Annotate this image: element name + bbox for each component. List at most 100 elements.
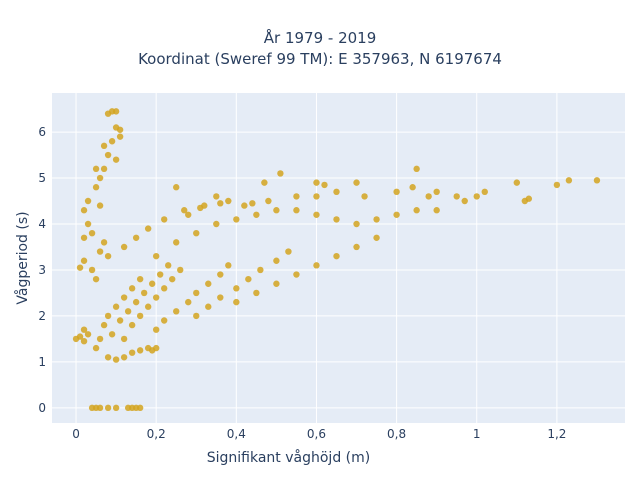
data-point	[92, 275, 100, 283]
data-point	[425, 193, 432, 200]
data-point	[144, 225, 152, 232]
data-point	[76, 264, 84, 271]
data-point	[373, 216, 380, 223]
x-tick-label: 0,6	[307, 427, 326, 441]
data-point	[136, 347, 144, 354]
data-point	[273, 257, 280, 264]
y-axis-title: Vågperiod (s)	[14, 211, 31, 304]
data-point	[393, 211, 400, 218]
data-point	[173, 308, 180, 315]
data-point	[433, 188, 440, 196]
data-point	[233, 216, 240, 223]
data-point	[92, 184, 100, 191]
data-point	[553, 181, 561, 189]
data-point	[173, 184, 180, 191]
data-point	[112, 108, 120, 115]
data-point	[140, 289, 148, 297]
data-point	[136, 275, 144, 283]
data-point	[181, 207, 188, 214]
data-point	[80, 326, 88, 333]
data-point	[333, 188, 340, 196]
data-point	[273, 280, 280, 287]
y-tick-label: 4	[38, 217, 46, 231]
y-tick-label: 5	[38, 171, 46, 185]
data-point	[409, 184, 416, 191]
data-point	[213, 220, 220, 228]
data-point	[152, 326, 160, 333]
data-point	[80, 257, 88, 264]
data-point	[88, 229, 96, 237]
data-points	[72, 108, 601, 412]
data-point	[393, 188, 400, 196]
data-point	[156, 271, 164, 278]
data-point	[257, 266, 264, 274]
data-point	[481, 188, 488, 196]
data-point	[253, 289, 260, 297]
data-point	[273, 207, 280, 214]
data-point	[453, 193, 460, 200]
data-point	[104, 354, 112, 361]
data-point	[160, 317, 168, 324]
data-point	[160, 285, 168, 292]
data-point	[313, 262, 320, 269]
data-point	[120, 243, 128, 251]
data-point	[112, 404, 120, 412]
data-point	[96, 174, 104, 182]
data-point	[100, 165, 108, 173]
data-point	[165, 262, 172, 269]
x-tick-label: 0,4	[227, 427, 246, 441]
data-point	[193, 229, 200, 237]
data-point	[293, 271, 300, 278]
data-point	[128, 349, 136, 356]
data-point	[104, 151, 112, 159]
data-point	[245, 275, 252, 283]
data-point	[124, 308, 132, 315]
data-point	[233, 298, 240, 306]
grid-lines	[52, 93, 625, 423]
data-point	[241, 202, 248, 209]
data-point	[225, 197, 232, 205]
data-point	[217, 294, 224, 301]
y-tick-label: 1	[38, 355, 46, 369]
data-point	[185, 211, 192, 218]
chart-title: År 1979 - 2019	[263, 29, 377, 47]
data-point	[116, 126, 124, 133]
data-point	[285, 248, 292, 255]
data-point	[313, 193, 320, 200]
data-point	[321, 181, 328, 189]
y-tick-label: 6	[38, 125, 46, 139]
x-axis-title: Signifikant våghöjd (m)	[207, 449, 370, 466]
data-point	[253, 211, 260, 218]
data-point	[433, 207, 440, 214]
chart-title-block: År 1979 - 2019 Koordinat (Sweref 99 TM):…	[0, 28, 640, 70]
data-point	[96, 248, 104, 255]
data-point	[80, 207, 88, 214]
data-point	[313, 179, 320, 186]
data-point	[185, 298, 192, 306]
data-point	[169, 275, 176, 283]
data-point	[197, 204, 204, 212]
data-point	[373, 234, 380, 241]
data-point	[152, 344, 160, 352]
data-point	[217, 271, 224, 278]
data-point	[96, 335, 104, 343]
data-point	[108, 138, 116, 145]
data-point	[293, 207, 300, 214]
data-point	[84, 197, 92, 205]
data-point	[593, 177, 601, 184]
data-point	[293, 193, 300, 200]
data-point	[80, 234, 88, 241]
data-point	[413, 165, 420, 173]
y-tick-label: 3	[38, 263, 46, 277]
data-point	[361, 193, 368, 200]
data-point	[277, 170, 284, 177]
chart-subtitle: Koordinat (Sweref 99 TM): E 357963, N 61…	[138, 50, 502, 68]
data-point	[96, 404, 104, 412]
data-point	[565, 177, 573, 184]
data-point	[261, 179, 268, 186]
x-tick-label: 1,2	[547, 427, 566, 441]
data-point	[132, 298, 140, 306]
data-point	[136, 404, 144, 412]
data-point	[213, 193, 220, 200]
